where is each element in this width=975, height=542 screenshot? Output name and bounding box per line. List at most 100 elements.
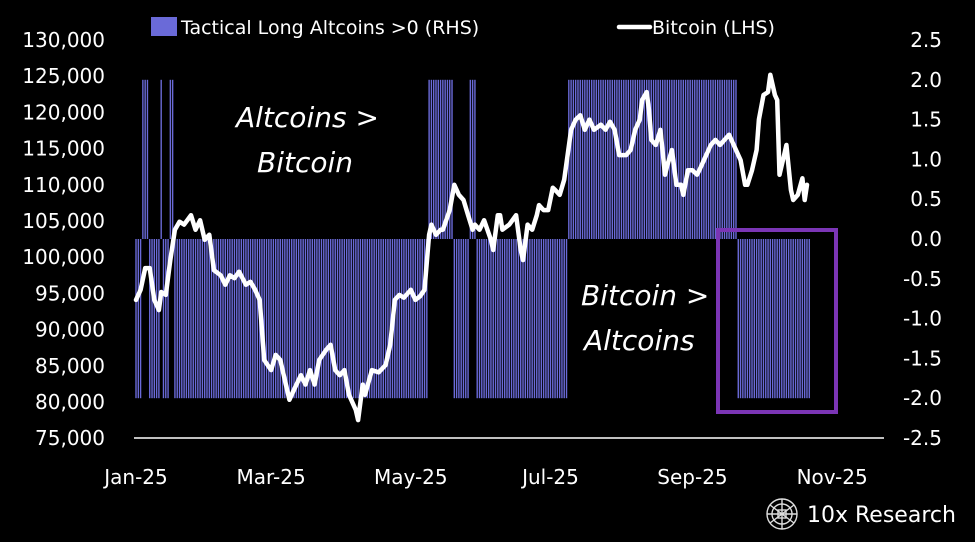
signal-bar (554, 239, 556, 399)
signal-bar (158, 239, 160, 399)
signal-bar (396, 239, 398, 399)
signal-bar (726, 79, 728, 239)
signal-bar (522, 239, 524, 399)
signal-bar (414, 239, 417, 399)
signal-bar (146, 79, 149, 239)
signal-bar (776, 239, 778, 399)
signal-bar (506, 239, 508, 399)
signal-bar (579, 79, 581, 239)
signal-bar (503, 239, 506, 399)
signal-bar (643, 79, 646, 239)
signal-bar (684, 79, 687, 239)
signal-bar (730, 79, 733, 239)
signal-bar (433, 79, 435, 239)
signal-bar (716, 79, 719, 239)
signal-bar (355, 239, 357, 399)
signal-bar (760, 239, 762, 399)
signal-bar (162, 239, 165, 399)
signal-bar (403, 239, 405, 399)
signal-bar (591, 79, 593, 239)
signal-bar (453, 239, 456, 399)
signal-bar (295, 239, 297, 399)
signal-bar (593, 79, 595, 239)
signal-bar (368, 239, 371, 399)
signal-bar (439, 79, 442, 239)
signal-bar (462, 239, 465, 399)
signal-bar (323, 239, 325, 399)
signal-bar (327, 239, 330, 399)
signal-bar (547, 239, 549, 399)
signal-bar (405, 239, 407, 399)
signal-bar (458, 239, 460, 399)
signal-bar (238, 239, 240, 399)
signal-bar (194, 239, 197, 399)
signal-bar (680, 79, 682, 239)
signal-bar (304, 239, 307, 399)
signal-bar (689, 79, 691, 239)
signal-bar (611, 79, 614, 239)
signal-bar (245, 239, 247, 399)
signal-bar (538, 239, 540, 399)
signal-bar (751, 239, 753, 399)
signal-bar (787, 239, 790, 399)
signal-bar (442, 79, 444, 239)
signal-bars (135, 79, 810, 399)
signal-bar (348, 239, 350, 399)
signal-bar (783, 239, 785, 399)
left-tick-label: 125,000 (22, 64, 105, 88)
signal-bar (696, 79, 698, 239)
signal-bar (540, 239, 543, 399)
signal-bar (224, 239, 227, 399)
signal-bar (410, 239, 412, 399)
signal-bar (515, 239, 517, 399)
signal-bar (632, 79, 634, 239)
signal-bar (739, 239, 742, 399)
signal-bar (639, 79, 641, 239)
signal-bar (334, 239, 336, 399)
signal-bar (297, 239, 300, 399)
signal-bar (190, 239, 192, 399)
signal-bar (778, 239, 781, 399)
signal-bar (487, 239, 490, 399)
right-tick-label: -2.0 (903, 386, 942, 410)
signal-bar (808, 239, 810, 399)
signal-bar (801, 239, 804, 399)
signal-bar (455, 239, 458, 399)
x-tick-label: Sep-25 (657, 465, 727, 489)
signal-bar (142, 79, 144, 239)
signal-bar (270, 239, 272, 399)
signal-bar (151, 239, 153, 399)
signal-bar (135, 239, 137, 399)
signal-bar (201, 239, 204, 399)
signal-bar (627, 79, 630, 239)
signal-bar (423, 239, 426, 399)
signal-bar (501, 239, 504, 399)
signal-bar (771, 239, 774, 399)
signal-bar (728, 79, 730, 239)
x-axis-ticks: Jan-25 Mar-25 May-25 Jul-25 Sep-25 Nov-25 (102, 465, 867, 489)
signal-bar (277, 239, 279, 399)
signal-bar (187, 239, 190, 399)
signal-bar (781, 239, 783, 399)
signal-bar (345, 239, 348, 399)
signal-bar (565, 239, 568, 399)
signal-bar (799, 239, 801, 399)
signal-bar (645, 79, 648, 239)
signal-bar (220, 239, 222, 399)
signal-bar (378, 239, 380, 399)
signal-bar (428, 79, 430, 239)
signal-bar (803, 239, 806, 399)
annotation-altcoins-line2: Bitcoin (257, 146, 353, 179)
signal-bar (749, 239, 751, 399)
signal-bar (229, 239, 231, 399)
signal-bar (217, 239, 220, 399)
signal-bar (236, 239, 238, 399)
signal-bar (524, 239, 526, 399)
signal-bar (384, 239, 387, 399)
signal-bar (389, 239, 391, 399)
signal-bar (174, 239, 176, 399)
signal-bar (499, 239, 501, 399)
signal-bar (698, 79, 701, 239)
signal-bar (181, 239, 183, 399)
signal-bar (300, 239, 302, 399)
